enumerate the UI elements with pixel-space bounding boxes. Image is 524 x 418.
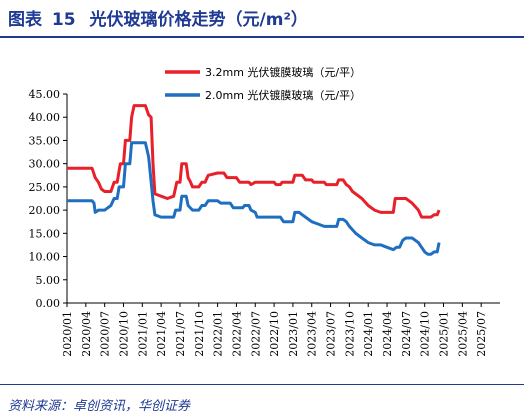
- x-tick-label: 2024/10: [419, 311, 432, 357]
- source-note: 资料来源：卓创资讯，华创证券: [8, 399, 191, 414]
- x-tick-label: 2022/10: [268, 311, 281, 357]
- y-tick-label: 25.00: [29, 181, 61, 194]
- x-tick-label: 2024/04: [381, 311, 394, 357]
- y-tick-label: 40.00: [29, 111, 61, 124]
- figure-label: 图表: [8, 10, 42, 30]
- x-tick-label: 2022/04: [230, 311, 243, 357]
- y-tick-label: 20.00: [29, 204, 61, 217]
- figure-number: 15: [51, 10, 76, 30]
- y-tick-label: 30.00: [29, 158, 61, 171]
- source-rule: [0, 384, 524, 385]
- x-tick-label: 2023/10: [343, 311, 356, 357]
- x-tick-label: 2025/07: [475, 311, 488, 357]
- x-tick-label: 2021/04: [155, 311, 168, 357]
- y-tick-label: 0.00: [36, 297, 61, 310]
- y-tick-label: 15.00: [29, 227, 61, 240]
- y-tick-label: 35.00: [29, 134, 61, 147]
- x-tick-label: 2022/01: [212, 311, 225, 357]
- figure-title-text: 光伏玻璃价格走势（元/m²）: [89, 10, 308, 30]
- series-line-2-0mm: [67, 141, 441, 256]
- series-line-3-2mm: [67, 104, 441, 219]
- x-tick-label: 2024/07: [400, 311, 413, 357]
- x-tick-label: 2020/10: [117, 311, 130, 357]
- x-tick-label: 2023/01: [287, 311, 300, 357]
- figure-title: 图表 15 光伏玻璃价格走势（元/m²）: [8, 5, 308, 30]
- x-tick-label: 2020/01: [61, 311, 74, 357]
- x-tick-label: 2024/01: [362, 311, 375, 357]
- x-tick-label: 2021/10: [193, 311, 206, 357]
- x-tick-label: 2021/07: [174, 311, 187, 357]
- x-tick-label: 2023/07: [325, 311, 338, 357]
- title-rule: [0, 36, 524, 38]
- y-tick-label: 10.00: [29, 251, 61, 264]
- y-tick-label: 5.00: [36, 274, 61, 287]
- x-tick-label: 2022/07: [249, 311, 262, 357]
- x-tick-label: 2021/01: [136, 311, 149, 357]
- legend-label-3-2mm: 3.2mm 光伏镀膜玻璃（元/平）: [205, 65, 361, 79]
- y-tick-label: 45.00: [29, 88, 61, 101]
- x-tick-label: 2023/04: [306, 311, 319, 357]
- legend-label-2-0mm: 2.0mm 光伏镀膜玻璃（元/平）: [205, 88, 361, 102]
- x-tick-label: 2020/04: [80, 311, 93, 357]
- x-tick-label: 2025/04: [456, 311, 469, 357]
- x-tick-label: 2020/07: [99, 311, 112, 357]
- x-tick-label: 2025/01: [438, 311, 451, 357]
